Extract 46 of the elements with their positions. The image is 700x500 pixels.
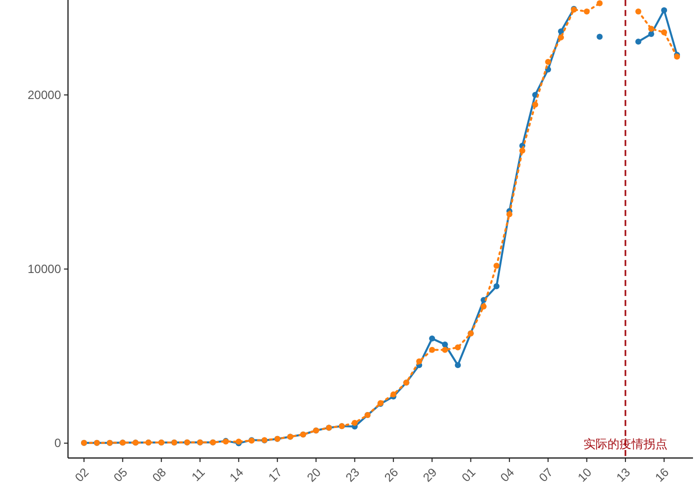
point bbox=[532, 102, 538, 108]
point bbox=[506, 211, 512, 218]
x-tick-label: 07 bbox=[536, 465, 556, 485]
x-tick-label: 29 bbox=[420, 465, 440, 485]
y-tick-label: 0 bbox=[54, 436, 62, 450]
x-tick-label: 23 bbox=[342, 465, 362, 485]
point bbox=[584, 8, 590, 14]
point bbox=[596, 0, 603, 6]
point bbox=[494, 283, 500, 290]
x-tick-label: 16 bbox=[652, 465, 672, 485]
x-tick-label: 08 bbox=[150, 465, 170, 485]
point bbox=[442, 346, 448, 353]
point bbox=[352, 420, 358, 426]
point bbox=[661, 7, 668, 14]
point bbox=[494, 262, 500, 269]
point bbox=[635, 38, 642, 45]
point bbox=[558, 34, 564, 40]
point bbox=[480, 303, 487, 310]
point bbox=[390, 391, 396, 398]
x-tick-label: 10 bbox=[574, 465, 595, 485]
point bbox=[454, 362, 461, 368]
point bbox=[454, 344, 461, 350]
point bbox=[661, 29, 668, 36]
point bbox=[442, 341, 448, 348]
point bbox=[519, 148, 526, 154]
x-tick-label: 01 bbox=[458, 465, 478, 485]
point bbox=[429, 336, 436, 342]
y-tick-label: 10000 bbox=[28, 262, 62, 276]
x-tick-label: 11 bbox=[188, 465, 208, 484]
x-tick-label: 17 bbox=[266, 465, 286, 485]
point bbox=[648, 26, 654, 32]
point bbox=[648, 30, 654, 37]
point bbox=[596, 34, 603, 40]
point bbox=[429, 346, 436, 353]
x-tick-label: 02 bbox=[72, 465, 92, 485]
x-tick-label: 20 bbox=[304, 465, 324, 485]
point bbox=[545, 58, 552, 65]
x-tick-label: 14 bbox=[226, 465, 246, 485]
x-tick-label: 04 bbox=[498, 465, 518, 485]
x-tick-label: 26 bbox=[382, 465, 402, 485]
x-tick-label: 05 bbox=[110, 465, 130, 485]
point bbox=[635, 8, 642, 14]
y-tick-label: 20000 bbox=[28, 88, 62, 102]
point bbox=[558, 28, 564, 34]
point bbox=[416, 358, 422, 364]
x-tick-label: 13 bbox=[614, 465, 634, 485]
